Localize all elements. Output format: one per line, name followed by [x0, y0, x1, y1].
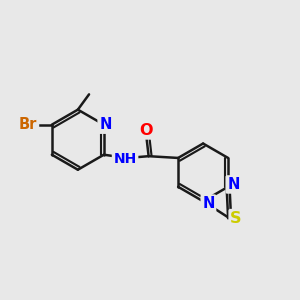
Text: O: O — [140, 123, 153, 138]
Text: NH: NH — [113, 152, 137, 166]
Text: N: N — [202, 196, 214, 211]
Text: N: N — [99, 117, 112, 132]
Text: N: N — [227, 177, 240, 192]
Text: Br: Br — [19, 117, 38, 132]
Text: S: S — [230, 211, 242, 226]
